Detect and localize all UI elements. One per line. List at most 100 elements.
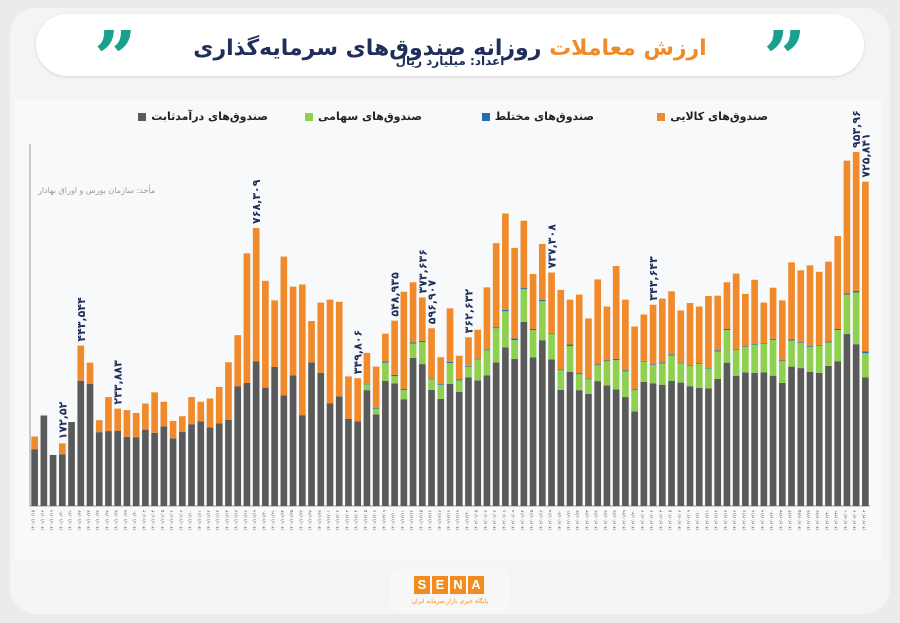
bar-segment: [797, 270, 805, 343]
bar-segment: [548, 359, 555, 506]
x-tick-label: ۱۴۰۱/۱۱/۰۵: [160, 509, 165, 531]
bar-segment: [834, 235, 842, 329]
bar-segment: [31, 436, 38, 450]
bar-segment: [335, 301, 343, 397]
bar-segment: [603, 306, 611, 361]
bar-segment: [206, 398, 214, 428]
x-tick-label: ۱۴۰۱/۱۲/۱۹: [455, 509, 460, 531]
bar-segment: [317, 302, 325, 373]
bar-segment: [815, 372, 823, 506]
bar-segment: [658, 298, 666, 363]
bar-segment: [160, 426, 168, 506]
bar-segment: [151, 432, 158, 506]
bar-segment: [465, 377, 472, 506]
bar-segment: [695, 387, 703, 506]
bar-segment: [566, 371, 574, 506]
bar-segment: [575, 374, 583, 391]
bar-segment: [686, 365, 694, 387]
bar-segment: [215, 386, 223, 424]
legend-swatch-mixed: [481, 112, 490, 121]
bar-segment: [511, 247, 518, 339]
bar-segment: [409, 343, 417, 358]
bar-segment: [123, 436, 131, 506]
bar-segment: [437, 384, 445, 385]
x-tick-label: ۱۴۰۲/۰۱/۲۱: [566, 510, 571, 531]
bar-segment: [612, 359, 620, 361]
x-tick-label: ۱۴۰۲/۰۱/۲۲: [575, 509, 580, 531]
bar-segment: [612, 360, 620, 390]
legend-label-mixed: صندوق‌های مختلط: [494, 110, 594, 123]
bar-segment: [640, 314, 648, 361]
bar-segment: [400, 291, 408, 390]
bar-segment: [409, 282, 417, 343]
x-tick-label: ۱۴۰۲/۰۲/۱۲: [714, 509, 719, 531]
bar-segment: [188, 424, 195, 506]
x-tick-label: ۱۴۰۱/۱۰/۱۶: [40, 510, 45, 531]
bar-segment: [705, 368, 712, 389]
x-tick-label: ۱۴۰۲/۰۱/۰۸: [501, 509, 506, 531]
bar-segment: [603, 360, 611, 362]
data-label: ۹۵۳,۹۶: [850, 110, 863, 148]
bar-segment: [714, 295, 722, 351]
unit-subtitle: اعداد: میلیارد ریال: [395, 54, 505, 68]
bar-segment: [862, 353, 869, 378]
bar-segment: [49, 454, 57, 506]
bar-segment: [714, 351, 722, 379]
bar-segment: [538, 301, 546, 341]
bar-segment: [437, 357, 445, 385]
bar-segment: [474, 380, 482, 506]
bar-segment: [132, 412, 140, 438]
bar-segment: [557, 289, 565, 370]
bar-segment: [511, 340, 518, 360]
bar-segment: [852, 344, 860, 506]
x-tick-label: ۱۴۰۲/۰۲/۲۵: [797, 509, 802, 531]
bar-segment: [603, 385, 611, 506]
bar-segment: [455, 355, 463, 380]
x-tick-label: ۱۴۰۱/۱۱/۱۱: [197, 510, 202, 531]
x-tick-label: ۱۴۰۲/۰۱/۱۶: [538, 510, 543, 531]
bar-segment: [723, 328, 731, 331]
bar-segment: [751, 279, 758, 344]
bar-segment: [843, 160, 851, 294]
bar-segment: [658, 363, 666, 385]
bar-segment: [114, 430, 122, 506]
x-tick-label: ۱۴۰۱/۱۱/۰۳: [141, 509, 146, 531]
x-tick-label: ۱۴۰۲/۰۲/۲۷: [815, 509, 820, 531]
x-tick-label: ۱۴۰۲/۰۱/۲۷: [603, 509, 608, 531]
bar-segment: [557, 370, 565, 390]
bar-segment: [815, 345, 823, 373]
x-tick-label: ۱۴۰۱/۱۱/۱۳: [215, 509, 220, 531]
bar-segment: [575, 294, 583, 374]
x-tick-label: ۱۴۰۱/۱۱/۲۰: [261, 510, 266, 531]
bar-segment: [68, 422, 75, 506]
x-tick-label: ۱۴۰۱/۱۱/۱۷: [234, 509, 239, 531]
bar-segment: [612, 389, 620, 506]
bar-segment: [446, 361, 454, 364]
x-tick-label: ۱۴۰۲/۰۲/۱۸: [751, 509, 756, 531]
bar-segment: [326, 299, 334, 404]
x-tick-label: ۱۴۰۲/۰۲/۲۶: [806, 510, 811, 531]
bar-segment: [252, 227, 260, 362]
x-tick-label: ۱۴۰۱/۱۲/۱۶: [428, 510, 433, 531]
bar-segment: [852, 292, 860, 345]
bar-segment: [834, 328, 842, 331]
bar-segment: [169, 438, 177, 506]
data-label: ۳۴۳,۶۴۳: [647, 256, 660, 301]
bar-segment: [326, 403, 334, 506]
x-tick-label: ۱۴۰۱/۱۱/۱۴: [224, 510, 229, 531]
bar-segment: [105, 431, 112, 506]
bar-segment: [409, 357, 417, 506]
x-tick-label: ۱۴۰۱/۱۱/۲۵: [289, 509, 294, 531]
bar-segment: [400, 389, 408, 391]
bar-segment: [520, 289, 528, 322]
bar-segment: [529, 330, 537, 358]
legend-item-stock: صندوق‌های سهامی: [305, 110, 422, 123]
bar-segment: [428, 328, 435, 379]
bar-segment: [566, 346, 574, 372]
bar-segment: [262, 387, 269, 506]
bar-segment: [234, 335, 242, 387]
bar-segment: [363, 384, 371, 391]
x-tick-label: ۱۴۰۲/۰۲/۱۱: [704, 510, 709, 531]
x-tick-label: ۱۴۰۱/۱۰/۲۱: [68, 510, 73, 531]
bar-segment: [391, 383, 398, 506]
